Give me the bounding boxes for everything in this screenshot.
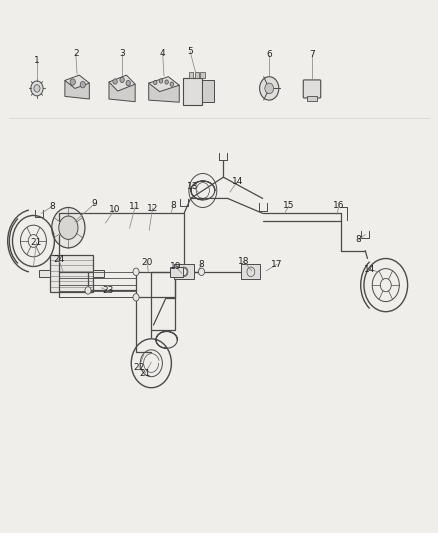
Polygon shape <box>65 80 89 99</box>
Circle shape <box>133 294 139 301</box>
Text: 21: 21 <box>31 238 42 247</box>
Text: 14: 14 <box>232 177 243 186</box>
Circle shape <box>52 207 85 248</box>
Text: 8: 8 <box>199 260 205 269</box>
Circle shape <box>126 80 131 86</box>
Text: 3: 3 <box>119 50 125 58</box>
Text: 16: 16 <box>333 201 345 211</box>
Text: 23: 23 <box>102 286 113 295</box>
Bar <box>201 80 214 102</box>
Text: 20: 20 <box>141 258 153 266</box>
Circle shape <box>153 80 157 85</box>
Text: 1: 1 <box>34 56 40 65</box>
Circle shape <box>181 268 187 276</box>
Circle shape <box>59 216 78 239</box>
Text: 19: 19 <box>170 262 181 271</box>
Text: 9: 9 <box>92 199 97 208</box>
FancyBboxPatch shape <box>303 80 321 98</box>
Polygon shape <box>149 77 179 92</box>
Circle shape <box>80 82 85 88</box>
Circle shape <box>31 81 43 96</box>
Text: 13: 13 <box>187 182 198 191</box>
Text: 11: 11 <box>129 203 141 212</box>
Circle shape <box>85 287 91 294</box>
Text: 14: 14 <box>364 265 375 273</box>
Text: 15: 15 <box>283 201 295 211</box>
Bar <box>174 264 194 279</box>
Circle shape <box>133 268 139 276</box>
Bar <box>307 96 317 101</box>
Circle shape <box>265 83 274 94</box>
Polygon shape <box>109 75 135 91</box>
FancyBboxPatch shape <box>49 255 93 292</box>
Bar <box>93 270 104 277</box>
Bar <box>241 264 261 279</box>
Bar <box>170 266 183 277</box>
Circle shape <box>113 79 117 84</box>
Bar <box>200 72 205 78</box>
Text: 18: 18 <box>238 257 249 265</box>
Bar <box>39 270 49 277</box>
Text: 8: 8 <box>356 236 362 245</box>
Circle shape <box>165 80 168 84</box>
Circle shape <box>198 268 205 276</box>
Bar <box>189 72 193 78</box>
Text: 24: 24 <box>53 255 64 264</box>
Text: 5: 5 <box>187 47 193 56</box>
Circle shape <box>70 79 75 85</box>
Circle shape <box>120 77 124 83</box>
Text: 17: 17 <box>271 260 283 269</box>
Text: 4: 4 <box>160 50 166 58</box>
Polygon shape <box>65 75 89 88</box>
Text: 10: 10 <box>110 205 121 214</box>
Text: 8: 8 <box>170 201 176 211</box>
Polygon shape <box>149 83 179 102</box>
Polygon shape <box>109 82 135 102</box>
Text: 22: 22 <box>134 363 145 372</box>
Text: 8: 8 <box>49 202 55 211</box>
Text: 7: 7 <box>309 51 315 59</box>
Bar <box>194 72 199 78</box>
Text: 2: 2 <box>73 50 78 58</box>
Circle shape <box>170 82 173 86</box>
Circle shape <box>260 77 279 100</box>
Circle shape <box>159 79 162 83</box>
Text: 12: 12 <box>147 204 158 213</box>
Circle shape <box>34 85 40 92</box>
Text: 21: 21 <box>139 369 151 378</box>
Bar <box>183 78 201 105</box>
Text: 6: 6 <box>266 51 272 59</box>
